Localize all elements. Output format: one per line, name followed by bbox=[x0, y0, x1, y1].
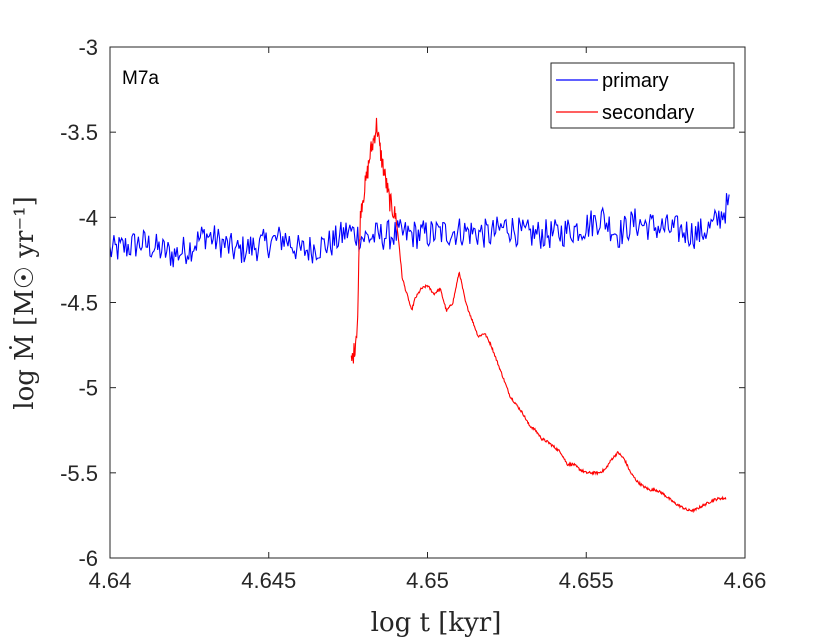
series-line-primary bbox=[109, 193, 730, 268]
y-tick-label: -3 bbox=[78, 35, 98, 60]
axis-ticks: 4.64 4.645 4.65 4.655 4.66 -6 -5.5 -5 -4.5 -4 -3.5… bbox=[60, 35, 766, 593]
x-tick-label: 4.66 bbox=[724, 568, 767, 593]
x-tick-label: 4.655 bbox=[559, 568, 614, 593]
y-tick-label: -5 bbox=[78, 376, 98, 401]
annotation-label: M7a bbox=[122, 68, 159, 89]
legend: primary secondary bbox=[550, 62, 735, 129]
y-tick-label: -3.5 bbox=[60, 120, 98, 145]
plot-lines bbox=[109, 117, 730, 514]
y-axis-label: log Ṁ [M☉ yr⁻¹] bbox=[9, 196, 40, 410]
legend-label-primary: primary bbox=[602, 70, 669, 92]
legend-label-secondary: secondary bbox=[602, 102, 694, 124]
legend-box bbox=[550, 62, 735, 129]
x-tick-label: 4.645 bbox=[241, 568, 296, 593]
x-tick-label: 4.65 bbox=[406, 568, 449, 593]
y-tick-label: -6 bbox=[78, 546, 98, 571]
x-axis-label: log t [kyr] bbox=[371, 608, 502, 638]
y-tick-label: -4.5 bbox=[60, 291, 98, 316]
y-tick-label: -4 bbox=[78, 205, 98, 230]
series-line-secondary bbox=[350, 117, 727, 514]
y-tick-label: -5.5 bbox=[60, 461, 98, 486]
x-tick-label: 4.64 bbox=[89, 568, 132, 593]
